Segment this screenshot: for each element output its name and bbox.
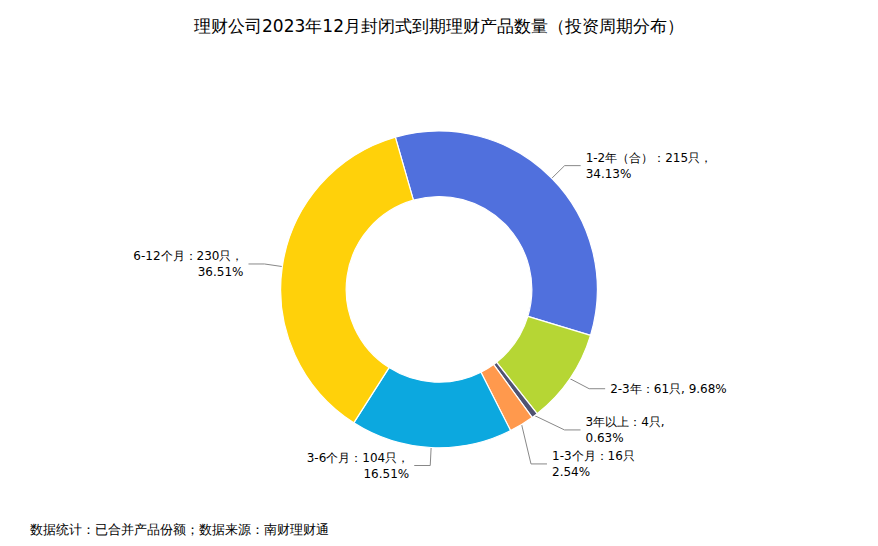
svg-text:6-12个月：230只，: 6-12个月：230只， xyxy=(133,249,243,263)
svg-text:理财公司2023年12月封闭式到期理财产品数量（投资周期分布: 理财公司2023年12月封闭式到期理财产品数量（投资周期分布） xyxy=(194,16,684,36)
svg-text:36.51%: 36.51% xyxy=(198,265,244,279)
svg-text:1-2年（合）：215只，: 1-2年（合）：215只， xyxy=(586,151,713,165)
svg-text:数据统计：已合并产品份额；数据来源：南财理财通: 数据统计：已合并产品份额；数据来源：南财理财通 xyxy=(30,522,329,537)
svg-text:2.54%: 2.54% xyxy=(552,465,590,479)
svg-text:16.51%: 16.51% xyxy=(363,467,409,481)
svg-text:3-6个月：104只，: 3-6个月：104只， xyxy=(307,451,410,465)
svg-text:3年以上：4只,: 3年以上：4只, xyxy=(586,415,665,429)
svg-text:34.13%: 34.13% xyxy=(586,167,632,181)
svg-text:0.63%: 0.63% xyxy=(586,431,624,445)
svg-text:1-3个月：16只: 1-3个月：16只 xyxy=(552,449,635,463)
svg-text:2-3年：61只, 9.68%: 2-3年：61只, 9.68% xyxy=(610,382,727,396)
